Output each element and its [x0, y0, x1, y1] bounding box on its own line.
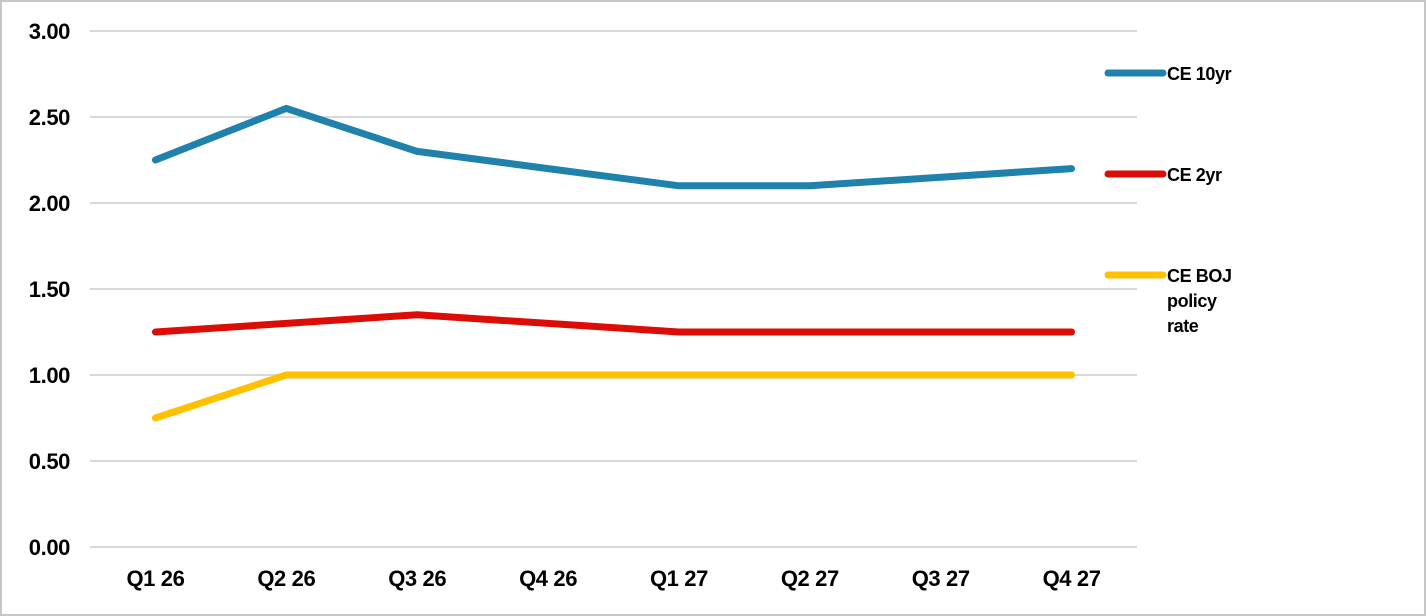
y-axis-tick-label: 2.00 — [29, 191, 70, 216]
x-axis-category-label: Q3 26 — [388, 566, 446, 591]
y-axis-tick-label: 1.00 — [29, 363, 70, 388]
y-axis-tick-label: 0.50 — [29, 449, 70, 474]
x-axis-category-label: Q4 26 — [519, 566, 577, 591]
x-axis-category-label: Q4 27 — [1043, 566, 1101, 591]
y-axis-tick-label: 1.50 — [29, 277, 70, 302]
y-axis-tick-label: 3.00 — [29, 19, 70, 44]
legend-item-ce-2yr: CE 2yr — [1104, 165, 1222, 185]
x-axis-category-label: Q2 26 — [257, 566, 315, 591]
series-lines — [151, 104, 1076, 422]
series-line-ce-2yr — [151, 311, 1076, 336]
legend-label: rate — [1167, 316, 1199, 336]
x-axis-category-label: Q1 27 — [650, 566, 708, 591]
series-line-ce-10yr — [151, 104, 1076, 190]
x-axis-category-label: Q3 27 — [912, 566, 970, 591]
legend-item-ce-boj-policy-rate: CE BOJ policy rate — [1104, 266, 1232, 336]
legend-label: CE 2yr — [1167, 165, 1222, 185]
legend-label: policy — [1167, 291, 1217, 311]
legend-label: CE BOJ — [1167, 266, 1232, 286]
y-axis-labels: 0.00 0.50 1.00 1.50 2.00 2.50 3.00 — [29, 19, 71, 560]
legend: CE 10yr CE 2yr CE BOJ policy rate — [1104, 64, 1232, 336]
y-axis-tick-label: 0.00 — [29, 535, 70, 560]
legend-label: CE 10yr — [1167, 64, 1232, 84]
x-axis-labels: Q1 26 Q2 26 Q3 26 Q4 26 Q1 27 Q2 27 Q3 27 Q4 27 — [126, 566, 1101, 591]
x-axis-category-label: Q1 26 — [126, 566, 184, 591]
legend-item-ce-10yr: CE 10yr — [1104, 64, 1232, 84]
x-axis-category-label: Q2 27 — [781, 566, 839, 591]
gridlines — [90, 30, 1137, 548]
series-line-ce-boj-policy-rate — [151, 371, 1076, 422]
y-axis-tick-label: 2.50 — [29, 105, 70, 130]
